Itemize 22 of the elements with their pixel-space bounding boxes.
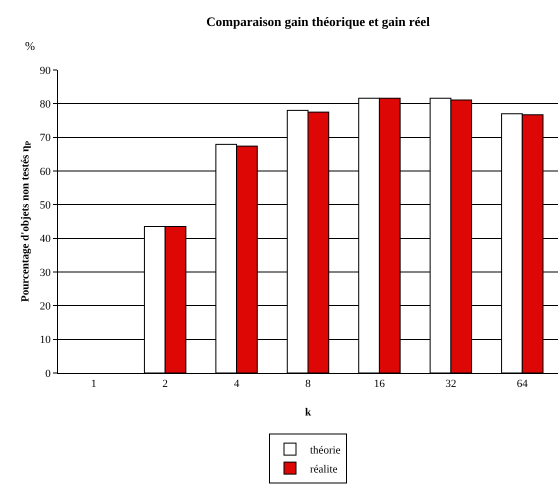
y-tick-label: 70: [40, 132, 52, 144]
x-tick-label: 4: [234, 378, 240, 390]
text: %: [25, 39, 35, 53]
x-axis-title: k: [304, 406, 312, 418]
y-tick-label: 20: [40, 300, 52, 313]
legend-label: réalite: [310, 463, 338, 476]
x-tick-label: 64: [516, 378, 528, 390]
y-tick-label: 0: [45, 368, 52, 380]
legend-label: théorie: [310, 444, 341, 456]
x-tick-label: 1: [90, 378, 96, 390]
x-tick-label: 16: [374, 378, 386, 390]
y-tick-label: 30: [40, 266, 52, 279]
x-tick-label: 32: [445, 378, 456, 390]
x-tick-label: 2: [162, 378, 168, 390]
y-tick-label: 80: [40, 98, 52, 111]
y-tick-label: 60: [40, 166, 52, 178]
chart-title: Comparaison gain théorique et gain réel: [206, 14, 430, 30]
y-tick-label: 40: [40, 233, 52, 246]
y-tick-label: 10: [40, 334, 52, 346]
y-tick-label: 50: [40, 200, 52, 212]
y-tick-label: 90: [40, 64, 52, 77]
x-tick-label: 8: [305, 378, 312, 390]
